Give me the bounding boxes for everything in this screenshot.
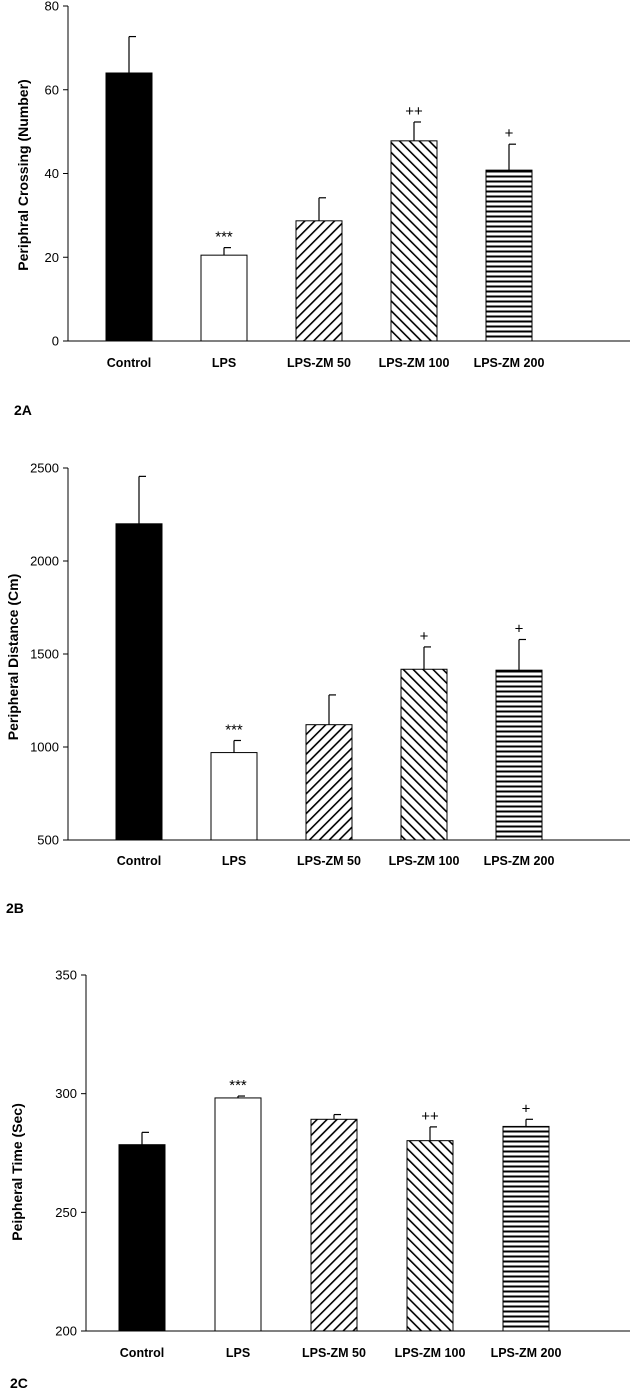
bar-control xyxy=(115,523,163,841)
chart-panel-2a: Periphral Crossing (Number) 2A 0 20 40 60 80… xyxy=(14,0,630,418)
bar-lps-zm-50 xyxy=(305,724,353,841)
significance-marker: + xyxy=(420,628,429,645)
chart-panel-2b: Peripheral Distance (Cm) 2B 500 1000 1500 2… xyxy=(5,461,630,916)
y-tick-label: 0 xyxy=(52,334,59,349)
x-tick-label: LPS-ZM 200 xyxy=(491,1346,562,1360)
bar-lps-zm-200 xyxy=(495,669,543,841)
significance-marker: *** xyxy=(225,721,243,738)
bar-lps xyxy=(200,254,248,342)
bar-lps-zm-200 xyxy=(485,169,533,342)
significance-marker: + xyxy=(505,125,514,142)
x-tick-label: LPS-ZM 100 xyxy=(395,1346,466,1360)
x-tick-label: LPS xyxy=(222,854,246,868)
panel-label: 2A xyxy=(14,402,32,418)
x-tick-label: LPS-ZM 100 xyxy=(389,854,460,868)
bar-lps xyxy=(210,752,258,841)
x-tick-label: LPS-ZM 50 xyxy=(287,356,351,370)
y-tick-label: 200 xyxy=(55,1324,77,1339)
y-tick-label: 20 xyxy=(45,250,59,265)
significance-marker: *** xyxy=(229,1077,247,1094)
y-tick-label: 1000 xyxy=(30,740,59,755)
y-tick-label: 300 xyxy=(55,1086,77,1101)
bar-control xyxy=(105,72,153,342)
y-tick-label: 1500 xyxy=(30,647,59,662)
y-tick-label: 2500 xyxy=(30,461,59,476)
chart-panel-2c: Peipheral Time (Sec) 2C 200 250 300 350 Cont… xyxy=(9,968,630,1391)
x-tick-label: Control xyxy=(107,356,151,370)
significance-marker: + xyxy=(522,1100,531,1117)
x-tick-label: LPS-ZM 200 xyxy=(484,854,555,868)
significance-marker: *** xyxy=(215,229,233,246)
y-tick-label: 2000 xyxy=(30,554,59,569)
y-axis-label: Peripheral Distance (Cm) xyxy=(5,574,21,741)
bar-lps xyxy=(214,1097,262,1332)
y-tick-label: 250 xyxy=(55,1205,77,1220)
y-axis-label: Periphral Crossing (Number) xyxy=(15,79,31,270)
bar-lps-zm-50 xyxy=(310,1118,358,1332)
panel-label: 2B xyxy=(6,900,24,916)
y-tick-label: 500 xyxy=(37,833,59,848)
x-tick-label: LPS-ZM 200 xyxy=(474,356,545,370)
y-tick-label: 350 xyxy=(55,968,77,983)
bar-lps-zm-200 xyxy=(502,1125,550,1332)
x-tick-label: LPS-ZM 50 xyxy=(302,1346,366,1360)
bar-lps-zm-50 xyxy=(295,220,343,342)
x-tick-label: LPS xyxy=(212,356,236,370)
significance-marker: + xyxy=(515,620,524,637)
x-tick-label: Control xyxy=(120,1346,164,1360)
x-tick-label: LPS-ZM 100 xyxy=(379,356,450,370)
y-tick-label: 60 xyxy=(45,82,59,97)
significance-marker: ++ xyxy=(405,103,423,120)
x-tick-label: Control xyxy=(117,854,161,868)
y-axis-label: Peipheral Time (Sec) xyxy=(9,1103,25,1240)
x-tick-label: LPS-ZM 50 xyxy=(297,854,361,868)
y-tick-label: 80 xyxy=(45,0,59,14)
bar-lps-zm-100 xyxy=(400,668,448,841)
bar-lps-zm-100 xyxy=(390,140,438,342)
y-tick-label: 40 xyxy=(45,166,59,181)
panel-label: 2C xyxy=(10,1375,28,1391)
bar-lps-zm-100 xyxy=(406,1140,454,1332)
bar-control xyxy=(118,1144,166,1332)
x-tick-label: LPS xyxy=(226,1346,250,1360)
significance-marker: ++ xyxy=(421,1108,439,1125)
